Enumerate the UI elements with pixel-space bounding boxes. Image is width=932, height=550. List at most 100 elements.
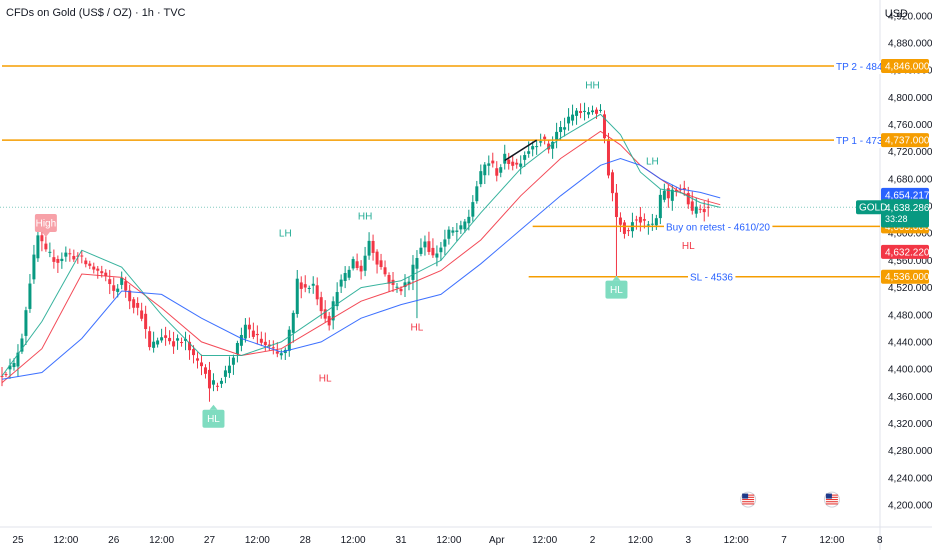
time-tick-label: 27 <box>204 535 216 546</box>
candle-body <box>662 190 666 200</box>
candle-body <box>140 310 144 319</box>
candle-body <box>654 218 658 226</box>
candles <box>0 102 710 402</box>
annotation-box <box>605 280 628 299</box>
candle-body <box>351 259 355 269</box>
candle-body <box>407 281 411 285</box>
candle-body <box>539 141 543 143</box>
us-flag-stripe <box>825 503 838 505</box>
candle-body <box>427 241 431 252</box>
price-tick-label: 4,720.000 <box>888 147 932 158</box>
candle-body <box>610 172 614 194</box>
candle-body <box>219 380 223 384</box>
candle-body <box>686 193 690 205</box>
candle-body <box>96 268 100 271</box>
candle-body <box>303 284 307 288</box>
level-label-bg <box>664 221 773 235</box>
candle-body <box>223 370 227 377</box>
current-price-bg <box>881 199 929 226</box>
candle-body <box>164 335 168 338</box>
candle-body <box>431 247 435 256</box>
candle-body <box>335 292 339 307</box>
annotation-box <box>202 409 225 428</box>
price-tick-label: 4,600.000 <box>888 229 932 240</box>
candle-body <box>419 247 423 254</box>
price-axis[interactable]: 4,920.0004,880.0004,840.0004,800.0004,76… <box>856 11 932 512</box>
price-tick-label: 4,760.000 <box>888 120 932 131</box>
us-flag-canton <box>742 493 749 499</box>
candle-body <box>112 285 116 291</box>
candle-body <box>88 263 92 266</box>
candle-body <box>367 240 371 256</box>
annotation-pointer <box>209 404 218 410</box>
price-badge-tp2-bg <box>881 59 929 74</box>
time-tick-label: 7 <box>781 535 787 546</box>
candle-body <box>395 286 399 288</box>
candle-body <box>383 267 387 275</box>
candle-body <box>275 351 279 354</box>
candle-body <box>399 288 403 292</box>
time-tick-label: 26 <box>108 535 120 546</box>
candle-body <box>271 347 275 349</box>
candle-body <box>579 111 583 113</box>
candle-body <box>475 186 479 202</box>
candle-body <box>507 159 511 164</box>
candle-body <box>575 110 579 116</box>
candle-body <box>36 235 40 259</box>
price-tick-label: 4,920.000 <box>888 11 932 22</box>
candle-body <box>618 217 622 225</box>
candle-body <box>196 358 200 361</box>
candle-body <box>68 253 72 255</box>
time-tick-label: 12:00 <box>341 535 366 546</box>
annotation-label: HL <box>411 322 424 333</box>
candle-body <box>387 275 391 284</box>
candle-body <box>642 219 646 221</box>
candle-body <box>84 260 88 265</box>
candle-body <box>247 324 251 330</box>
candle-body <box>152 341 156 348</box>
price-tick-label: 4,240.000 <box>888 473 932 484</box>
price-tick-label: 4,880.000 <box>888 38 932 49</box>
candle-body <box>519 163 523 167</box>
candle-body <box>555 131 559 141</box>
candle-body <box>435 253 439 258</box>
us-flag-stripe <box>742 498 755 501</box>
annotation-pointer <box>41 232 50 238</box>
candle-body <box>28 283 32 309</box>
moving-average-line <box>1 113 721 377</box>
time-tick-label: 8 <box>877 535 883 546</box>
price-badge-bg <box>881 187 929 202</box>
currency-label[interactable]: USD <box>884 8 908 20</box>
annotation-label: HL <box>682 241 695 252</box>
candle-body <box>523 155 527 160</box>
annotations: High HL HL LH HH HH LH HL HL HL <box>34 81 840 508</box>
symbol-tag-bg <box>856 200 882 215</box>
horizontal-levels: TP 2 - 4846 TP 1 - 4737 Buy on retest - 46… <box>0 61 891 285</box>
level-label-bg <box>688 271 736 285</box>
candle-body <box>499 167 503 173</box>
annotation-label: High <box>36 219 57 230</box>
candle-body <box>56 258 60 263</box>
level-label-sl: SL - 4536 <box>690 273 733 284</box>
level-label-bg <box>834 61 891 75</box>
time-tick-label: 12:00 <box>819 535 844 546</box>
candle-body <box>339 279 343 287</box>
candle-body <box>331 301 335 321</box>
candle-body <box>471 202 475 217</box>
candle-body <box>551 141 555 149</box>
candle-body <box>231 357 235 365</box>
annotation-pointer <box>612 275 621 281</box>
candle-body <box>172 341 176 347</box>
candle-body <box>599 109 602 111</box>
annotation-label: LH <box>279 229 292 240</box>
moving-average-line <box>1 130 721 384</box>
us-flag-stripe <box>825 501 838 503</box>
price-badge-tp2: 4,846.000 <box>885 62 930 73</box>
candle-body <box>132 299 136 308</box>
time-axis[interactable]: 25 12:00 26 12:00 27 12:00 28 12:00 31 12:00 Apr 12… <box>12 535 883 546</box>
candle-body <box>463 221 467 230</box>
candle-body <box>4 374 8 376</box>
candle-body <box>674 190 678 192</box>
candle-body <box>503 153 507 164</box>
